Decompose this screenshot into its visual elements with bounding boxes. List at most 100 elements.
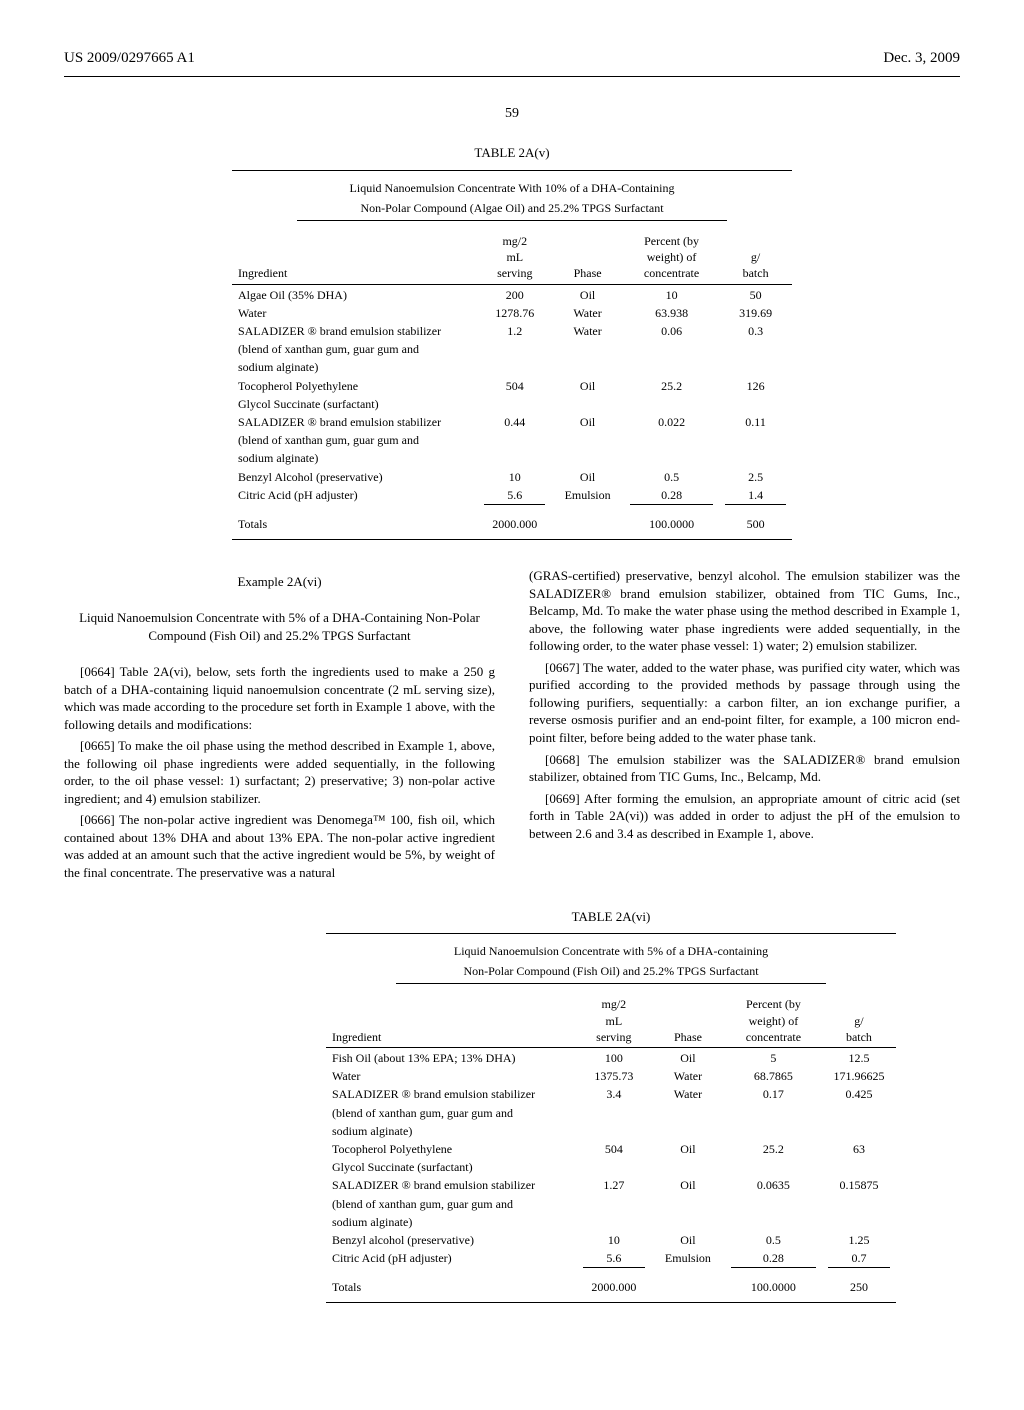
cell-pct [725,1122,822,1140]
table-row: SALADIZER ® brand emulsion stabilizer0.4… [232,413,792,431]
table-2a-vi: TABLE 2A(vi) Liquid Nanoemulsion Concent… [326,908,896,1305]
cell-ingredient: Water [232,304,478,322]
table-row: Tocopherol Polyethylene504Oil25.2126 [232,377,792,395]
page-header: US 2009/0297665 A1 Dec. 3, 2009 [64,48,960,68]
cell-g [822,1158,896,1176]
cell-mg: 5.6 [478,486,551,504]
cell-ingredient: Algae Oil (35% DHA) [232,286,478,304]
table-title: TABLE 2A(v) [232,144,792,162]
table-2a-v-table: Ingredient mg/2 mL serving Phase Percent… [232,231,792,541]
cell-pct: 100.0000 [624,506,719,533]
cell-phase: Emulsion [551,486,624,504]
cell-pct [725,1104,822,1122]
table-row: sodium alginate) [326,1122,896,1140]
table-2a-v: TABLE 2A(v) Liquid Nanoemulsion Concentr… [232,144,792,541]
col-mg: mg/2 mL serving [478,231,551,284]
cell-ingredient: Glycol Succinate (surfactant) [232,395,478,413]
cell-mg [577,1213,651,1231]
example-title: Example 2A(vi) [64,573,495,591]
cell-phase: Oil [551,468,624,486]
cell-mg [577,1104,651,1122]
cell-ingredient: sodium alginate) [326,1122,577,1140]
cell-ingredient: SALADIZER ® brand emulsion stabilizer [232,322,478,340]
col-gbatch: g/ batch [822,994,896,1047]
table-row: SALADIZER ® brand emulsion stabilizer1.2… [232,322,792,340]
cell-phase: Oil [651,1176,725,1194]
cell-g: 0.3 [719,322,792,340]
cell-pct: 0.17 [725,1085,822,1103]
cell-ingredient: Citric Acid (pH adjuster) [232,486,478,504]
cell-mg: 504 [478,377,551,395]
table-subtitle-1: Liquid Nanoemulsion Concentrate With 10%… [232,180,792,196]
cell-g: 171.96625 [822,1067,896,1085]
col-phase: Phase [551,231,624,284]
table-row: sodium alginate) [232,358,792,376]
table-row: (blend of xanthan gum, guar gum and [232,340,792,358]
cell-phase [551,449,624,467]
cell-phase: Water [651,1067,725,1085]
cell-ingredient: Glycol Succinate (surfactant) [326,1158,577,1176]
cell-mg [577,1122,651,1140]
cell-pct: 100.0000 [725,1269,822,1296]
cell-ingredient: sodium alginate) [232,449,478,467]
table-row: (blend of xanthan gum, guar gum and [232,431,792,449]
cell-phase [551,506,624,533]
cell-ingredient: SALADIZER ® brand emulsion stabilizer [326,1176,577,1194]
doc-id: US 2009/0297665 A1 [64,48,195,68]
cell-mg [577,1195,651,1213]
cell-g [822,1122,896,1140]
cell-pct [624,340,719,358]
table-row: Benzyl alcohol (preservative)10Oil0.51.2… [326,1231,896,1249]
table-row: Citric Acid (pH adjuster)5.6Emulsion0.28… [232,486,792,504]
cell-phase: Water [551,304,624,322]
cell-pct: 25.2 [624,377,719,395]
para-0667: [0667] The water, added to the water pha… [529,659,960,747]
cell-ingredient: Water [326,1067,577,1085]
cell-pct: 0.0635 [725,1176,822,1194]
cell-mg [478,340,551,358]
cell-g: 500 [719,506,792,533]
cell-g: 250 [822,1269,896,1296]
cell-phase: Water [551,322,624,340]
table-row: Citric Acid (pH adjuster)5.6Emulsion0.28… [326,1249,896,1267]
cell-g: 12.5 [822,1049,896,1067]
cell-mg: 1278.76 [478,304,551,322]
cell-phase [651,1158,725,1176]
table-row: Glycol Succinate (surfactant) [326,1158,896,1176]
cell-phase [651,1195,725,1213]
cell-pct: 0.28 [624,486,719,504]
para-0665: [0665] To make the oil phase using the m… [64,737,495,807]
cell-phase: Oil [551,377,624,395]
table-2a-vi-table: Ingredient mg/2 mL serving Phase Percent… [326,994,896,1304]
cell-pct: 0.5 [725,1231,822,1249]
cell-mg: 504 [577,1140,651,1158]
cell-phase: Oil [651,1140,725,1158]
cell-phase [551,358,624,376]
cell-g: 0.7 [822,1249,896,1267]
cell-g: 2.5 [719,468,792,486]
doc-date: Dec. 3, 2009 [883,48,960,68]
cell-phase: Emulsion [651,1249,725,1267]
table-row: (blend of xanthan gum, guar gum and [326,1195,896,1213]
cell-ingredient: Benzyl alcohol (preservative) [326,1231,577,1249]
col-gbatch: g/ batch [719,231,792,284]
cell-pct [624,431,719,449]
cell-phase: Water [651,1085,725,1103]
cell-mg [478,449,551,467]
cell-g [822,1195,896,1213]
cell-g: 319.69 [719,304,792,322]
cell-g [719,340,792,358]
table-row: Glycol Succinate (surfactant) [232,395,792,413]
table-row: SALADIZER ® brand emulsion stabilizer1.2… [326,1176,896,1194]
para-right-cont: (GRAS-certified) preservative, benzyl al… [529,567,960,655]
cell-phase: Oil [651,1231,725,1249]
cell-ingredient: Fish Oil (about 13% EPA; 13% DHA) [326,1049,577,1067]
table-subtitle-4: Non-Polar Compound (Fish Oil) and 25.2% … [326,963,896,979]
cell-phase [651,1104,725,1122]
col-pct: Percent (by weight) of concentrate [725,994,822,1047]
cell-ingredient: sodium alginate) [326,1213,577,1231]
cell-g: 50 [719,286,792,304]
table-row: Benzyl Alcohol (preservative)10Oil0.52.5 [232,468,792,486]
cell-pct: 0.5 [624,468,719,486]
cell-ingredient: (blend of xanthan gum, guar gum and [232,340,478,358]
